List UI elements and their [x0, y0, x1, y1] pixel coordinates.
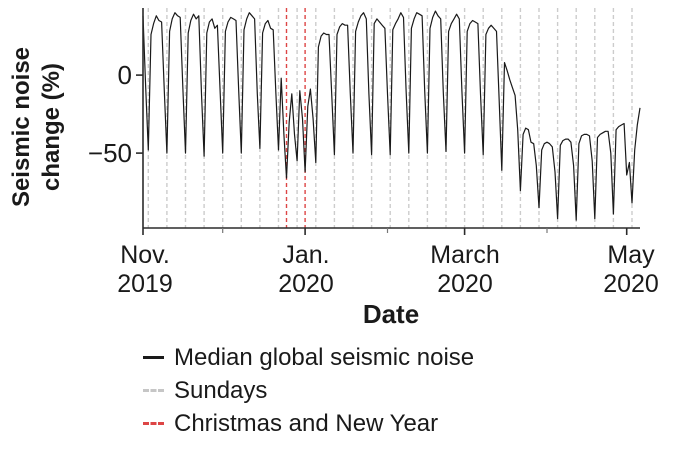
x-axis-title: Date	[362, 299, 420, 329]
x-tick-label-may-2020: May 2020	[603, 241, 659, 299]
x-tick-year: 2020	[603, 270, 659, 298]
x-tick-label-march-2020: March 2020	[430, 241, 499, 299]
y-axis-title-line2: change (%)	[38, 63, 65, 192]
x-tick-month: Nov.	[120, 241, 170, 269]
legend-item-label: Christmas and New Year	[174, 409, 439, 437]
y-tick-label-0: 0	[117, 60, 132, 90]
y-axis-title: Seismic noise change (%)	[7, 0, 67, 257]
legend-item-christmas-new-year: Christmas and New Year	[143, 407, 474, 440]
legend-solid-line-sample	[143, 356, 164, 359]
y-axis-title-line1: Seismic noise	[8, 46, 35, 208]
x-tick-label-jan-2020: Jan. 2020	[278, 241, 334, 299]
legend-item-median-noise: Median global seismic noise	[143, 341, 474, 374]
holiday-gridlines	[285, 8, 306, 228]
x-tick-month: May	[607, 241, 655, 269]
legend-gray-dashed-line-sample	[143, 389, 164, 392]
x-tick-month: Jan.	[282, 241, 330, 269]
axes	[136, 8, 640, 235]
legend-item-label: Sundays	[174, 376, 268, 404]
median-noise-line	[142, 10, 641, 221]
x-tick-year: 2019	[117, 270, 173, 298]
sunday-gridlines	[147, 8, 633, 228]
legend-item-sundays: Sundays	[143, 374, 474, 407]
x-tick-year: 2020	[437, 270, 493, 298]
x-tick-year: 2020	[278, 270, 334, 298]
legend-item-label: Median global seismic noise	[174, 343, 475, 371]
legend: Median global seismic noise Sundays Chri…	[143, 341, 474, 440]
x-tick-label-nov-2019: Nov. 2019	[117, 241, 173, 299]
x-tick-month: March	[430, 241, 500, 269]
y-tick-label-neg50: −50	[87, 138, 132, 168]
legend-red-dashed-line-sample	[143, 422, 164, 425]
